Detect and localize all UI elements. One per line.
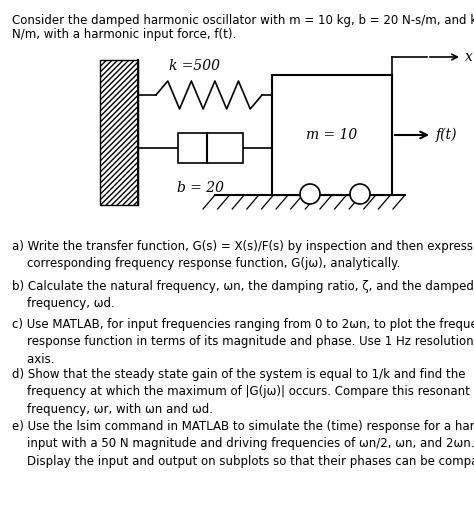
Text: N/m, with a harmonic input force, f(t).: N/m, with a harmonic input force, f(t). <box>12 28 236 41</box>
Text: c) Use MATLAB, for input frequencies ranging from 0 to 2ωn, to plot the frequenc: c) Use MATLAB, for input frequencies ran… <box>12 318 474 366</box>
Text: d) Show that the steady state gain of the system is equal to 1/k and find the
  : d) Show that the steady state gain of th… <box>12 368 470 416</box>
Text: a) Write the transfer function, G(s) = X(s)/F(s) by inspection and then express : a) Write the transfer function, G(s) = X… <box>12 240 474 271</box>
Text: f(t): f(t) <box>436 128 457 142</box>
Text: x: x <box>465 50 473 64</box>
Bar <box>178 133 243 163</box>
Text: b) Calculate the natural frequency, ωn, the damping ratio, ζ, and the damped nat: b) Calculate the natural frequency, ωn, … <box>12 280 474 310</box>
Text: e) Use the lsim command in MATLAB to simulate the (time) response for a harmonic: e) Use the lsim command in MATLAB to sim… <box>12 420 474 468</box>
Text: Consider the damped harmonic oscillator with m = 10 kg, b = 20 N-s/m, and k = 50: Consider the damped harmonic oscillator … <box>12 14 474 27</box>
Circle shape <box>300 184 320 204</box>
Bar <box>100 60 138 205</box>
Text: b = 20: b = 20 <box>177 181 224 195</box>
Bar <box>272 75 392 195</box>
Circle shape <box>350 184 370 204</box>
Text: m = 10: m = 10 <box>306 128 357 142</box>
Text: k =500: k =500 <box>170 59 220 73</box>
